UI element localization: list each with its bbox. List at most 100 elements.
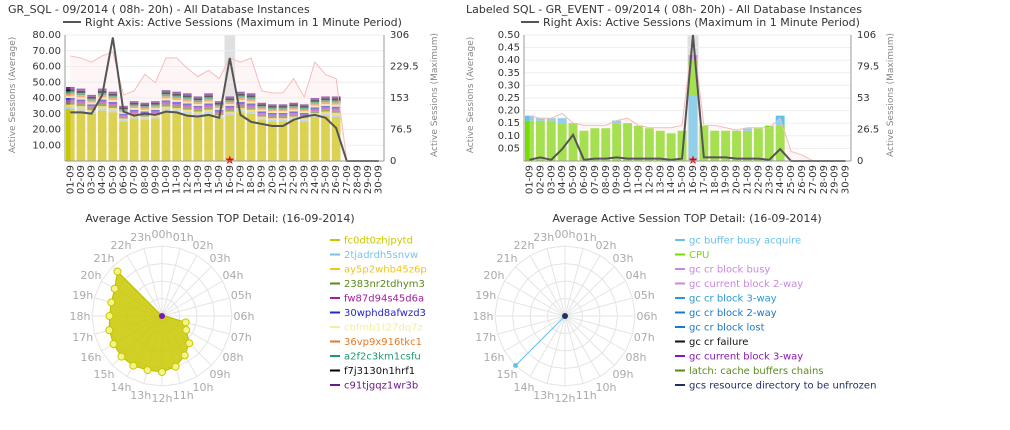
chart1-lines: ★ bbox=[70, 37, 379, 167]
chart1-bar-segment bbox=[236, 95, 245, 98]
radar2-legend: gc buffer busy acquire CPU gc cr block bus… bbox=[675, 236, 876, 392]
chart1-bar-segment bbox=[140, 104, 150, 107]
chart1-bar-segment bbox=[182, 111, 192, 114]
chart1-bar-segment bbox=[140, 102, 150, 105]
radar2-spoke bbox=[546, 315, 566, 384]
chart1-bar-segment bbox=[182, 105, 192, 108]
chart1-bar-segment bbox=[299, 119, 309, 122]
radar2-angle-label: 23h bbox=[533, 231, 554, 244]
chart1-bar-segment bbox=[310, 115, 320, 117]
chart2-ytick-left: 0.25 bbox=[498, 93, 520, 104]
radar2-angle-label: 07h bbox=[634, 331, 655, 344]
chart1-bar-segment bbox=[289, 111, 298, 114]
chart2-xtick: 21-09 bbox=[742, 165, 753, 194]
radar1-point bbox=[113, 267, 122, 276]
radar1-angle-label: 20h bbox=[81, 269, 102, 282]
chart1-xtick: 06-09 bbox=[118, 165, 129, 194]
chart1-bar-segment bbox=[140, 107, 150, 110]
chart1-bar-segment bbox=[129, 101, 139, 103]
chart1-bar-segment bbox=[76, 110, 86, 161]
radar1-angle-label: 16h bbox=[81, 351, 102, 364]
radar1-legend-item: c91tjgqz1wr3b bbox=[344, 381, 418, 392]
chart1-xtick: 20-09 bbox=[267, 165, 278, 194]
radar2-angle-label: 09h bbox=[612, 368, 633, 381]
chart1-bar-segment bbox=[246, 101, 256, 104]
chart1-bar-segment bbox=[151, 109, 160, 112]
chart1-bar-segment bbox=[172, 97, 181, 100]
radar1-title: Average Active Session TOP Detail: (16-0… bbox=[85, 212, 354, 225]
chart1-bar-segment bbox=[182, 95, 192, 98]
chart1-ylabel-right: Active Sessions (Maximum) bbox=[430, 33, 440, 157]
chart1-area-max-secondary bbox=[70, 51, 379, 161]
chart1-bar-segment bbox=[321, 103, 330, 106]
chart2-xtick: 25-09 bbox=[786, 165, 797, 194]
chart1-ytick-left: 70.00 bbox=[32, 46, 61, 57]
radar2-angle-label: 00h bbox=[555, 228, 576, 241]
chart1-ytick-left: 40.00 bbox=[32, 93, 61, 104]
chart1-bar-segment bbox=[140, 109, 150, 112]
chart1-ytick-right: 229.5 bbox=[390, 62, 419, 73]
chart1-bar-segment bbox=[299, 111, 309, 113]
radar1-legend: fc0dt0zhjpytd 2tjadrdh5snvw ay5p2whb45z6p 2… bbox=[330, 236, 427, 392]
chart1-bar-segment bbox=[108, 93, 118, 96]
radar1-angle-label: 04h bbox=[223, 269, 244, 282]
chart1-bar-segment bbox=[76, 95, 86, 98]
radar1-point bbox=[105, 326, 114, 335]
radar2-spoke bbox=[564, 315, 626, 352]
chart1-bar-segment bbox=[66, 89, 75, 92]
chart1-bar-segment bbox=[310, 116, 320, 161]
chart1-xtick: 30-09 bbox=[374, 165, 385, 194]
radar1-point bbox=[105, 312, 114, 320]
chart1-bar-segment bbox=[66, 98, 75, 101]
chart1-bar-segment bbox=[76, 92, 86, 96]
chart2-bar-gc-buffer bbox=[557, 118, 567, 124]
chart1-bar-segment bbox=[321, 113, 330, 116]
chart1-bar-segment bbox=[214, 104, 224, 107]
chart2-bar-gc-buffer bbox=[525, 115, 534, 121]
chart1-bar-segment bbox=[108, 112, 118, 161]
chart1-bar-segment bbox=[129, 104, 139, 107]
chart1-bar-segment bbox=[161, 110, 171, 161]
chart1-bar-segment bbox=[268, 119, 277, 122]
chart1-xtick: 27-09 bbox=[342, 165, 353, 194]
radar2-spoke bbox=[529, 315, 566, 377]
chart1-bar-segment bbox=[289, 116, 298, 119]
radar1-point bbox=[117, 352, 126, 361]
chart1-bar-segment bbox=[278, 116, 288, 119]
chart1-bar-segment bbox=[289, 106, 298, 108]
radar1-legend-item: fc0dt0zhjpytd bbox=[344, 236, 413, 247]
chart1-line-max-sessions bbox=[70, 37, 379, 162]
chart1-bar-segment bbox=[119, 113, 128, 116]
chart1-bar-segment bbox=[268, 104, 277, 107]
chart2-ytick-left: 0.20 bbox=[498, 106, 520, 117]
chart1-ytick-left: 50.00 bbox=[32, 77, 61, 88]
chart1-bar-segment bbox=[161, 94, 171, 97]
chart1-bar-segment bbox=[268, 114, 277, 117]
radar2-spoke bbox=[564, 315, 601, 377]
chart1-bar-segment bbox=[97, 103, 107, 107]
radar2-point bbox=[513, 362, 519, 368]
chart1-bar-segment bbox=[87, 108, 96, 110]
chart1-xtick: 13-09 bbox=[193, 165, 204, 194]
chart2-ytick-right: 106 bbox=[857, 30, 876, 41]
radar2-spoke bbox=[564, 315, 584, 384]
radar1-angle-label: 05h bbox=[231, 289, 252, 302]
chart1-xtick: 24-09 bbox=[310, 165, 321, 194]
chart1-bar-segment bbox=[331, 112, 341, 115]
chart2-xtick: 19-09 bbox=[721, 165, 732, 194]
chart1-bar-segment bbox=[321, 96, 330, 99]
chart1-bar-segment bbox=[87, 113, 96, 161]
chart1-highlight-star: ★ bbox=[224, 153, 235, 167]
radar2-legend-item: CPU bbox=[689, 250, 709, 261]
chart2-bar-cpu bbox=[655, 130, 665, 161]
radar1-point bbox=[181, 318, 190, 327]
chart1-bar-segment bbox=[268, 116, 277, 119]
chart1-bar-segment bbox=[278, 111, 288, 113]
chart1-bar-segment bbox=[289, 107, 298, 110]
chart1-bar-segment bbox=[140, 106, 150, 108]
chart1-bar-segment bbox=[129, 111, 139, 114]
chart2-xtick: 14-09 bbox=[666, 165, 677, 194]
chart1-bar-segment bbox=[268, 107, 277, 110]
chart2-bar-cpu bbox=[721, 130, 731, 161]
radar1-angle-label: 14h bbox=[111, 381, 132, 394]
